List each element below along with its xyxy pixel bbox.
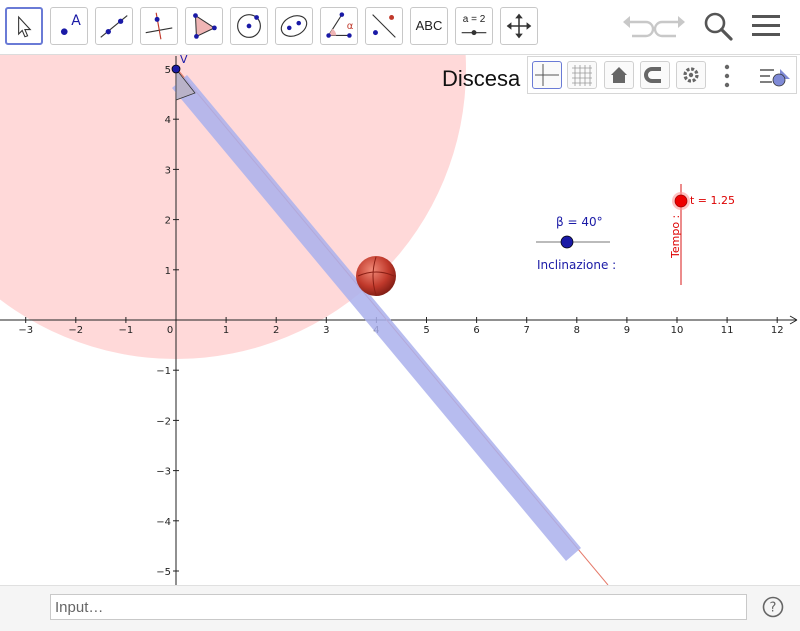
move-tool-button[interactable] xyxy=(5,7,43,45)
slider-beta-caption: Inclinazione : xyxy=(537,258,617,272)
x-tick-label: −3 xyxy=(18,325,33,336)
reflect-icon xyxy=(372,14,396,38)
x-axis-arrow xyxy=(789,315,798,325)
x-tick-label: 8 xyxy=(574,325,580,336)
algebra-input-field[interactable] xyxy=(50,594,747,620)
y-tick-label: −4 xyxy=(156,517,171,528)
point-tool-label: A xyxy=(71,13,81,29)
redo-icon[interactable] xyxy=(654,8,690,44)
slider-tool-label: a = 2 xyxy=(462,14,486,25)
text-tool-button[interactable]: ABC xyxy=(410,7,448,45)
slider-t-knob[interactable] xyxy=(674,194,688,208)
point-v[interactable] xyxy=(171,64,181,74)
x-tick-label: −2 xyxy=(68,325,83,336)
settings-icon xyxy=(683,67,699,83)
ball[interactable] xyxy=(356,256,396,296)
circle-tool-button[interactable] xyxy=(230,7,268,45)
perpendicular-line-tool-button[interactable] xyxy=(140,7,178,45)
toolbar: A α ABC a = 2 xyxy=(0,0,800,55)
line-through-points-icon xyxy=(100,15,128,38)
search-icon[interactable] xyxy=(700,8,736,44)
slider-t-caption: Tempo : xyxy=(669,214,682,258)
x-tick-label: 2 xyxy=(273,325,279,336)
x-tick-label: 11 xyxy=(721,325,734,336)
slider-beta-label: β = 40° xyxy=(556,215,603,229)
x-tick-label: 6 xyxy=(473,325,479,336)
axes-icon xyxy=(535,64,559,86)
help-icon[interactable]: ? xyxy=(762,596,784,618)
y-tick-label: −5 xyxy=(156,567,171,578)
home-button[interactable] xyxy=(604,61,634,89)
y-tick-label: 2 xyxy=(165,216,171,227)
graphics-style-icon[interactable] xyxy=(758,61,794,91)
y-tick-label: 1 xyxy=(165,266,171,277)
pointer-arrow-icon xyxy=(18,15,32,38)
perpendicular-line-icon xyxy=(145,12,173,40)
angle-icon xyxy=(326,12,352,38)
x-tick-label: 3 xyxy=(323,325,329,336)
x-tick-label: 7 xyxy=(524,325,530,336)
point-v-label: V xyxy=(180,53,188,66)
hamburger-menu-icon[interactable] xyxy=(748,8,784,44)
reflect-tool-button[interactable] xyxy=(365,7,403,45)
home-icon xyxy=(611,67,627,83)
grid-icon xyxy=(572,65,592,86)
undo-icon[interactable] xyxy=(618,8,654,44)
angle-tool-label: α xyxy=(346,21,354,32)
point-icon xyxy=(60,28,68,35)
x-tick-label: 12 xyxy=(771,325,784,336)
circle-icon xyxy=(237,14,261,38)
point-tool-button[interactable]: A xyxy=(50,7,88,45)
y-tick-label: −3 xyxy=(156,467,171,478)
text-icon: ABC xyxy=(415,18,443,33)
x-tick-label: 9 xyxy=(624,325,630,336)
x-tick-label: 10 xyxy=(671,325,684,336)
angle-marker xyxy=(175,67,196,101)
polygon-tool-button[interactable] xyxy=(185,7,223,45)
angle-tool-button[interactable]: α xyxy=(320,7,358,45)
slider-beta-knob[interactable] xyxy=(560,235,574,249)
axes-toggle-button[interactable] xyxy=(532,61,562,89)
slider-tool-button[interactable]: a = 2 xyxy=(455,7,493,45)
line-tool-button[interactable] xyxy=(95,7,133,45)
y-tick-label: 5 xyxy=(165,65,171,76)
polygon-icon xyxy=(193,13,217,39)
x-tick-label: 5 xyxy=(423,325,429,336)
slider-icon xyxy=(461,30,487,36)
graphics-canvas[interactable]: −3−2−1012345678910111254321−1−2−3−4−5 xyxy=(0,55,800,585)
grid-toggle-button[interactable] xyxy=(567,61,597,89)
x-tick-label: 0 xyxy=(167,325,173,336)
ramp-band[interactable] xyxy=(172,75,581,561)
graphics-title[interactable]: Discesa xyxy=(442,66,521,91)
y-tick-label: −1 xyxy=(156,366,171,377)
circle-region[interactable] xyxy=(0,55,466,359)
more-vertical-icon[interactable] xyxy=(721,62,733,90)
slider-t-label: t = 1.25 xyxy=(690,194,736,207)
magnet-icon xyxy=(644,67,661,83)
move-arrows-icon xyxy=(506,13,532,39)
ellipse-icon xyxy=(280,15,308,37)
move-graphics-view-button[interactable] xyxy=(500,7,538,45)
svg-text:?: ? xyxy=(770,601,777,616)
style-bar xyxy=(527,56,797,94)
settings-button[interactable] xyxy=(676,61,706,89)
point-capturing-button[interactable] xyxy=(640,61,670,89)
graphics-view[interactable]: −3−2−1012345678910111254321−1−2−3−4−5 xyxy=(0,55,800,585)
input-bar: ? xyxy=(0,585,800,631)
x-tick-label: −1 xyxy=(119,325,134,336)
ellipse-tool-button[interactable] xyxy=(275,7,313,45)
x-tick-label: 1 xyxy=(223,325,229,336)
y-tick-label: 3 xyxy=(165,165,171,176)
y-tick-label: 4 xyxy=(165,115,171,126)
y-tick-label: −2 xyxy=(156,416,171,427)
